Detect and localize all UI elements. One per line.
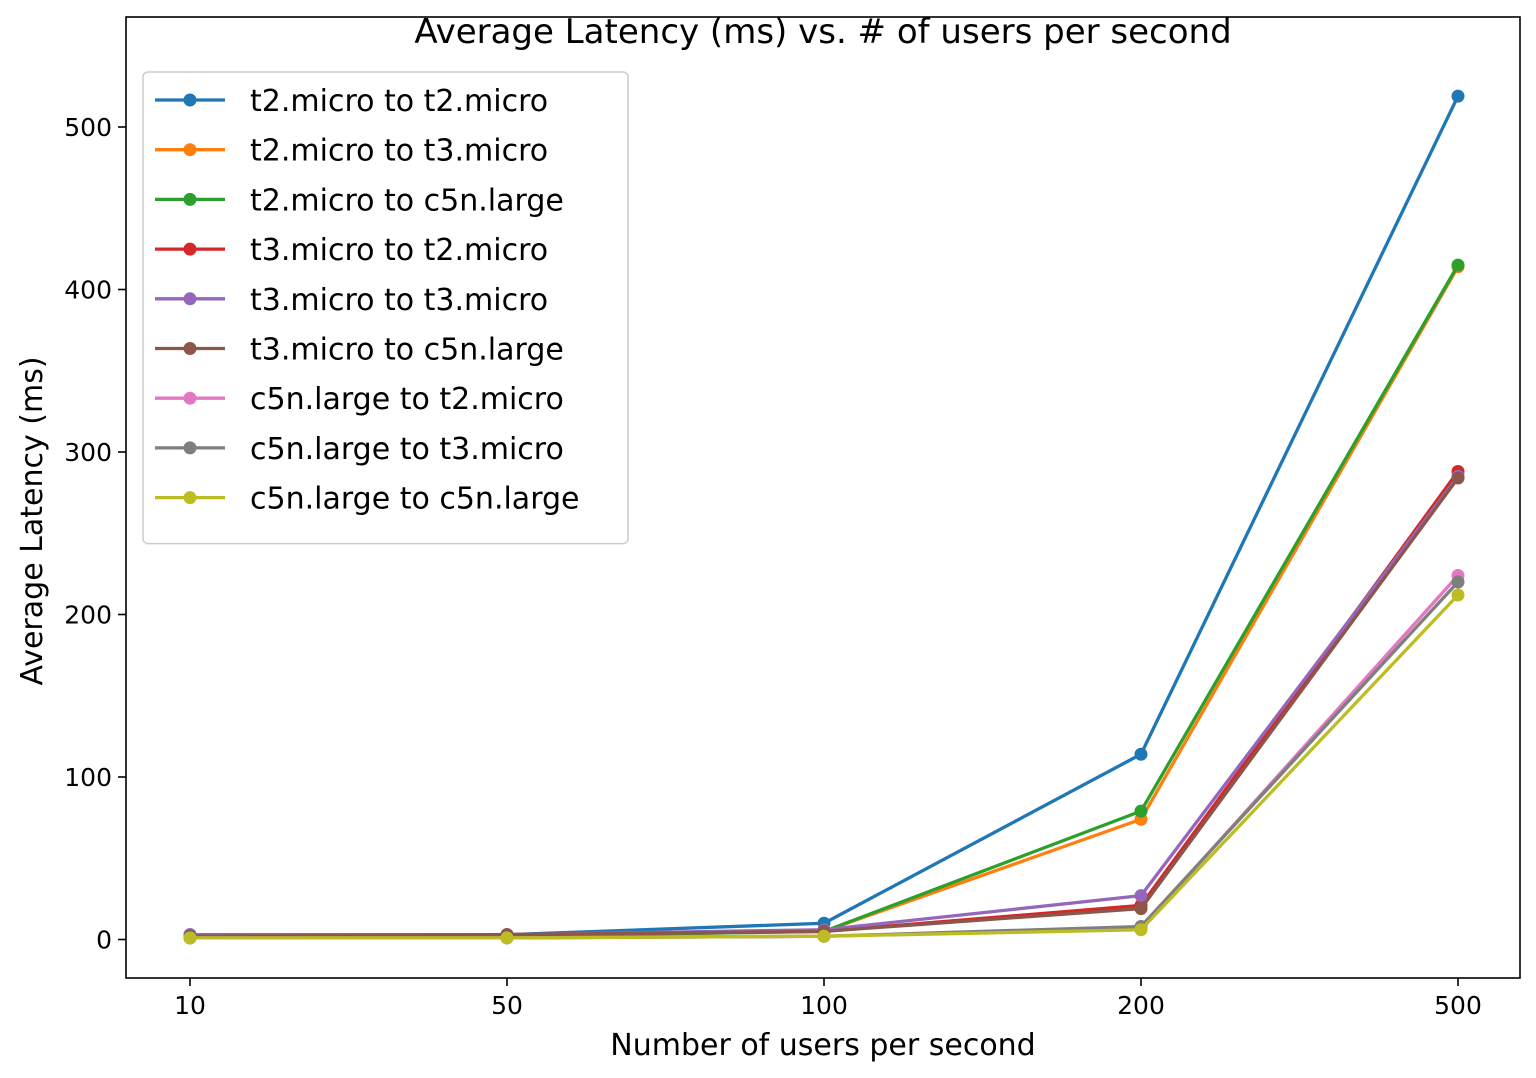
y-axis-label: Average Latency (ms)	[15, 356, 50, 685]
data-point	[1451, 258, 1465, 272]
data-point	[1134, 902, 1148, 916]
x-tick-label: 50	[491, 991, 523, 1020]
series-layer	[183, 89, 1465, 945]
legend-label: t2.micro to c5n.large	[250, 183, 564, 218]
data-point	[1451, 575, 1465, 589]
y-tick-label: 0	[96, 926, 112, 955]
data-point	[1134, 747, 1148, 761]
legend-marker	[183, 491, 197, 505]
series-line	[190, 574, 1460, 940]
y-tick-label: 400	[64, 276, 112, 305]
legend-entry: c5n.large to t3.micro	[155, 432, 564, 467]
data-point	[1451, 89, 1465, 103]
legend-label: t2.micro to t2.micro	[250, 84, 548, 119]
legend-label: c5n.large to c5n.large	[250, 482, 580, 517]
series-line	[190, 580, 1460, 940]
legend-entry: t3.micro to c5n.large	[155, 333, 564, 368]
x-axis-label: Number of users per second	[610, 1028, 1035, 1063]
data-point	[500, 931, 514, 945]
data-point	[1451, 588, 1465, 602]
series-group	[183, 575, 1465, 945]
legend-marker	[183, 441, 197, 455]
legend-entry: c5n.large to t2.micro	[155, 382, 564, 417]
data-point	[1134, 804, 1148, 818]
legend-label: c5n.large to t3.micro	[250, 432, 564, 467]
legend-entry: t2.micro to t2.micro	[155, 84, 548, 119]
legend-entry: t3.micro to t2.micro	[155, 233, 548, 268]
legend-label: t3.micro to c5n.large	[250, 333, 564, 368]
legend-marker	[183, 93, 197, 107]
data-point	[183, 931, 197, 945]
legend-marker	[183, 292, 197, 306]
legend-marker	[183, 242, 197, 256]
data-point	[1134, 889, 1148, 903]
legend-label: c5n.large to t2.micro	[250, 382, 564, 417]
x-tick-label: 200	[1117, 991, 1165, 1020]
legend-marker	[183, 143, 197, 157]
y-tick-label: 500	[64, 113, 112, 142]
plot-area-frame	[125, 16, 1521, 979]
legend-box	[142, 71, 629, 545]
legend-label: t2.micro to t3.micro	[250, 134, 548, 169]
legend-marker	[183, 391, 197, 405]
series-line	[189, 477, 1460, 938]
axis-ticks: 10 50 100 200 500 0 100 200 300 400 500	[64, 113, 1482, 1020]
legend-label: t3.micro to t3.micro	[250, 283, 548, 318]
legend-marker	[183, 192, 197, 206]
series-line	[190, 593, 1460, 940]
data-point	[1134, 923, 1148, 937]
series-group	[183, 569, 1465, 945]
legend-marker	[183, 342, 197, 355]
legend-entry: t3.micro to t3.micro	[155, 283, 548, 318]
x-tick-label: 10	[174, 991, 206, 1020]
data-point	[817, 929, 831, 943]
legend-label: t3.micro to t2.micro	[250, 233, 548, 268]
x-tick-label: 500	[1434, 991, 1482, 1020]
legend-entry: c5n.large to c5n.large	[155, 482, 580, 517]
chart-title: Average Latency (ms) vs. # of users per …	[414, 12, 1231, 52]
y-tick-label: 300	[64, 438, 112, 467]
legend-entry: t2.micro to c5n.large	[155, 183, 564, 218]
x-tick-label: 100	[800, 991, 848, 1020]
series-group	[183, 588, 1465, 945]
series-line	[190, 475, 1460, 937]
y-tick-label: 100	[64, 763, 112, 792]
legend: t2.micro to t2.micro t2.micro to t3.micro…	[142, 71, 629, 545]
data-point	[1451, 471, 1465, 485]
legend-entry: t2.micro to t3.micro	[155, 134, 548, 169]
y-tick-label: 200	[64, 601, 112, 630]
